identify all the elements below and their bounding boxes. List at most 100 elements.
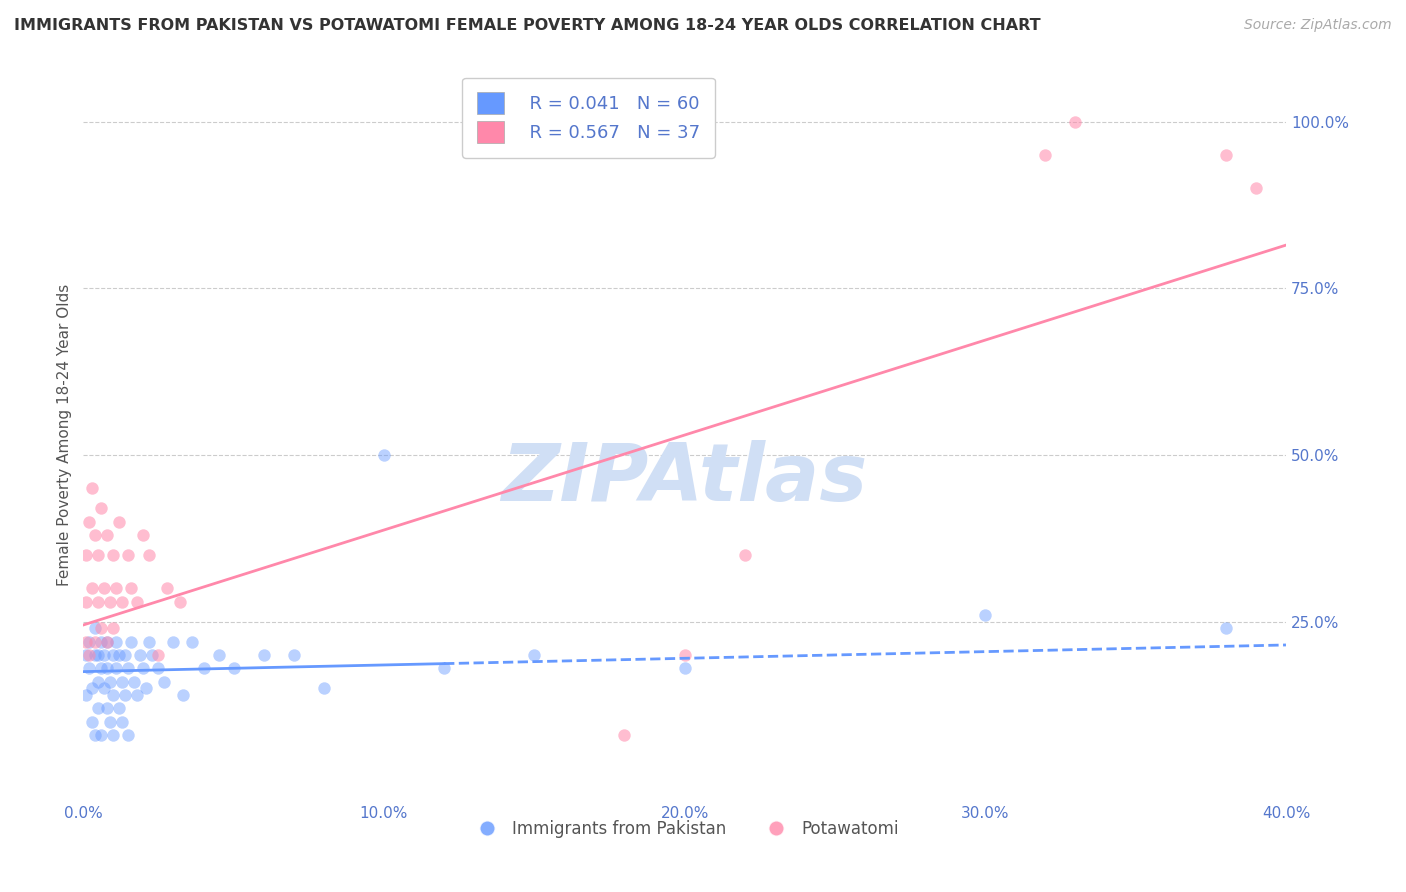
Point — [103, 548, 125, 562]
Point — [105, 661, 128, 675]
Point — [90, 501, 112, 516]
Point — [114, 688, 136, 702]
Point — [108, 515, 131, 529]
Point — [193, 661, 215, 675]
Point — [373, 448, 395, 462]
Point — [138, 548, 160, 562]
Point — [135, 681, 157, 696]
Point — [1215, 621, 1237, 635]
Point — [127, 594, 149, 608]
Point — [90, 621, 112, 635]
Point — [84, 728, 107, 742]
Point — [148, 648, 170, 662]
Point — [79, 515, 101, 529]
Point — [96, 661, 118, 675]
Point — [117, 728, 139, 742]
Point — [111, 594, 134, 608]
Point — [75, 634, 97, 648]
Point — [172, 688, 194, 702]
Point — [120, 582, 142, 596]
Point — [162, 634, 184, 648]
Point — [222, 661, 245, 675]
Point — [523, 648, 546, 662]
Point — [1064, 115, 1087, 129]
Point — [127, 688, 149, 702]
Point — [87, 701, 110, 715]
Point — [90, 634, 112, 648]
Point — [93, 648, 115, 662]
Point — [93, 582, 115, 596]
Point — [93, 681, 115, 696]
Text: Source: ZipAtlas.com: Source: ZipAtlas.com — [1244, 18, 1392, 32]
Point — [96, 701, 118, 715]
Point — [974, 607, 997, 622]
Point — [75, 594, 97, 608]
Point — [87, 648, 110, 662]
Point — [79, 634, 101, 648]
Point — [120, 634, 142, 648]
Point — [105, 582, 128, 596]
Point — [96, 634, 118, 648]
Point — [169, 594, 191, 608]
Legend: Immigrants from Pakistan, Potawatomi: Immigrants from Pakistan, Potawatomi — [464, 814, 905, 845]
Point — [98, 594, 121, 608]
Point — [114, 648, 136, 662]
Point — [98, 674, 121, 689]
Point — [108, 701, 131, 715]
Point — [117, 661, 139, 675]
Point — [1244, 181, 1267, 195]
Point — [153, 674, 176, 689]
Point — [87, 594, 110, 608]
Point — [148, 661, 170, 675]
Point — [141, 648, 163, 662]
Point — [138, 634, 160, 648]
Point — [79, 648, 101, 662]
Point — [87, 548, 110, 562]
Point — [96, 528, 118, 542]
Point — [111, 714, 134, 729]
Point — [180, 634, 202, 648]
Point — [207, 648, 229, 662]
Point — [1215, 148, 1237, 162]
Point — [103, 688, 125, 702]
Text: ZIPAtlas: ZIPAtlas — [502, 440, 868, 518]
Point — [734, 548, 756, 562]
Point — [132, 661, 155, 675]
Point — [103, 728, 125, 742]
Point — [84, 634, 107, 648]
Point — [283, 648, 305, 662]
Point — [103, 648, 125, 662]
Point — [129, 648, 152, 662]
Point — [84, 648, 107, 662]
Point — [75, 688, 97, 702]
Point — [82, 481, 104, 495]
Point — [82, 681, 104, 696]
Point — [673, 648, 696, 662]
Point — [105, 634, 128, 648]
Point — [98, 714, 121, 729]
Point — [84, 528, 107, 542]
Point — [156, 582, 179, 596]
Point — [103, 621, 125, 635]
Text: IMMIGRANTS FROM PAKISTAN VS POTAWATOMI FEMALE POVERTY AMONG 18-24 YEAR OLDS CORR: IMMIGRANTS FROM PAKISTAN VS POTAWATOMI F… — [14, 18, 1040, 33]
Point — [124, 674, 146, 689]
Point — [613, 728, 636, 742]
Point — [253, 648, 276, 662]
Y-axis label: Female Poverty Among 18-24 Year Olds: Female Poverty Among 18-24 Year Olds — [58, 284, 72, 586]
Point — [433, 661, 456, 675]
Point — [312, 681, 335, 696]
Point — [84, 621, 107, 635]
Point — [90, 728, 112, 742]
Point — [96, 634, 118, 648]
Point — [82, 582, 104, 596]
Point — [90, 661, 112, 675]
Point — [1035, 148, 1057, 162]
Point — [79, 661, 101, 675]
Point — [87, 674, 110, 689]
Point — [82, 714, 104, 729]
Point — [111, 674, 134, 689]
Point — [132, 528, 155, 542]
Point — [75, 548, 97, 562]
Point — [108, 648, 131, 662]
Point — [117, 548, 139, 562]
